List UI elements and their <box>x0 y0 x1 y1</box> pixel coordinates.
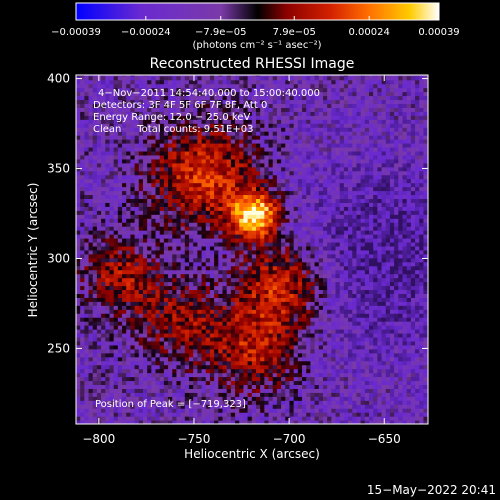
x-axis-ticks: −800 −750 −700 −650 <box>82 75 401 446</box>
colorbar <box>75 2 440 21</box>
colorbar-tick-label: −0.00024 <box>121 27 171 38</box>
y-tick-label: 400 <box>47 72 70 86</box>
annotation-detectors: Detectors: 3F 4F 5F 6F 7F 8F, Att 0 <box>93 100 267 111</box>
colorbar-tick-label: −7.9e−05 <box>195 27 247 38</box>
y-tick-label: 250 <box>47 341 70 355</box>
x-axis-label: Heliocentric X (arcsec) <box>184 447 320 461</box>
annotation-energy-range: Energy Range: 12.0 − 25.0 keV <box>93 112 250 123</box>
observation-info: 4−Nov−2011 14:54:40.000 to 15:00:40.000 … <box>93 88 320 135</box>
peak-position-label: Position of Peak = [−719,323] <box>95 399 246 410</box>
colorbar-tick-label: 0.00024 <box>349 27 390 38</box>
x-tick-label: −750 <box>177 432 210 446</box>
y-axis-ticks: 250 300 350 400 <box>47 72 428 355</box>
y-axis-label: Heliocentric Y (arcsec) <box>26 183 40 318</box>
colorbar-tick-label: −0.00039 <box>51 27 101 38</box>
colorbar-unit-label: (photons cm⁻² s⁻¹ asec⁻²) <box>192 40 321 51</box>
timestamp: 15−May−2022 20:41 <box>367 483 496 497</box>
heatmap-image <box>76 75 428 424</box>
colorbar-tick-label: 0.00039 <box>418 27 459 38</box>
annotation-clean-counts: Clean Total counts: 9.51E+03 <box>93 124 253 135</box>
colorbar-tick-label: 7.9e−05 <box>273 27 316 38</box>
chart-title: Reconstructed RHESSI Image <box>150 56 355 72</box>
x-tick-label: −800 <box>82 432 115 446</box>
colorbar-tick-labels: −0.00039 −0.00024 −7.9e−05 7.9e−05 0.00024 0.… <box>51 27 460 38</box>
x-tick-label: −700 <box>273 432 306 446</box>
plot-frame <box>75 74 429 425</box>
colorbar-ticks <box>75 16 440 20</box>
y-tick-label: 300 <box>47 251 70 265</box>
y-tick-label: 350 <box>47 162 70 176</box>
x-tick-label: −650 <box>368 432 401 446</box>
annotation-time-range: 4−Nov−2011 14:54:40.000 to 15:00:40.000 <box>98 88 320 99</box>
